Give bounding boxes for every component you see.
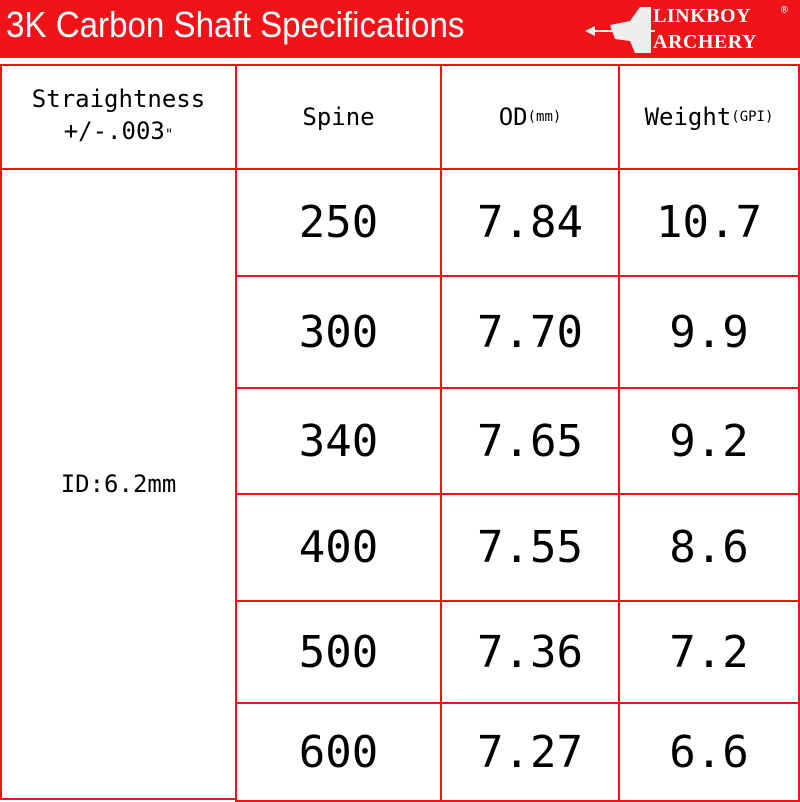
header-od: OD (mm) bbox=[440, 64, 620, 170]
row-od-cell: 7.55 bbox=[440, 493, 620, 602]
straightness-tolerance: +/-.003 bbox=[63, 117, 165, 145]
registered-mark: ® bbox=[781, 3, 788, 16]
straightness-unit: " bbox=[164, 127, 174, 143]
page-title: 3K Carbon Shaft Specifications bbox=[6, 4, 465, 45]
straightness-value: +/-.003" bbox=[64, 115, 174, 151]
logo-line2: ARCHERY bbox=[653, 31, 757, 53]
row-weight-cell: 9.2 bbox=[618, 387, 800, 495]
header-spine: Spine bbox=[235, 64, 442, 170]
weight-label: Weight bbox=[644, 103, 732, 131]
row-weight-cell: 10.7 bbox=[618, 168, 800, 277]
row-spine-cell: 600 bbox=[235, 702, 442, 802]
row-od-cell: 7.70 bbox=[440, 275, 620, 389]
row-weight-cell: 9.9 bbox=[618, 275, 800, 389]
od-unit: (mm) bbox=[527, 109, 562, 125]
row-od-cell: 7.65 bbox=[440, 387, 620, 495]
row-spine-cell: 300 bbox=[235, 275, 442, 389]
row-spine-cell: 340 bbox=[235, 387, 442, 495]
row-od-cell: 7.36 bbox=[440, 600, 620, 704]
row-spine-cell: 250 bbox=[235, 168, 442, 277]
title-bar: 3K Carbon Shaft Specifications LINKBOY A… bbox=[0, 0, 800, 58]
header-weight: Weight (GPI) bbox=[618, 64, 800, 170]
archer-arrow-icon bbox=[585, 7, 795, 53]
brand-logo: LINKBOY ARCHERY ® bbox=[585, 3, 797, 55]
weight-unit: (GPI) bbox=[731, 109, 774, 125]
spec-table: Straightness +/-.003" Spine OD (mm) Weigh… bbox=[0, 64, 800, 802]
header-straightness: Straightness +/-.003" bbox=[0, 64, 237, 170]
row-spine-cell: 500 bbox=[235, 600, 442, 704]
logo-line1: LINKBOY bbox=[653, 5, 751, 27]
od-label: OD bbox=[498, 103, 528, 131]
row-spine-cell: 400 bbox=[235, 493, 442, 602]
inner-diameter: ID:6.2mm bbox=[0, 168, 237, 800]
row-od-cell: 7.27 bbox=[440, 702, 620, 802]
row-weight-cell: 6.6 bbox=[618, 702, 800, 802]
straightness-label: Straightness bbox=[31, 85, 206, 113]
row-weight-cell: 8.6 bbox=[618, 493, 800, 602]
row-od-cell: 7.84 bbox=[440, 168, 620, 277]
row-weight-cell: 7.2 bbox=[618, 600, 800, 704]
